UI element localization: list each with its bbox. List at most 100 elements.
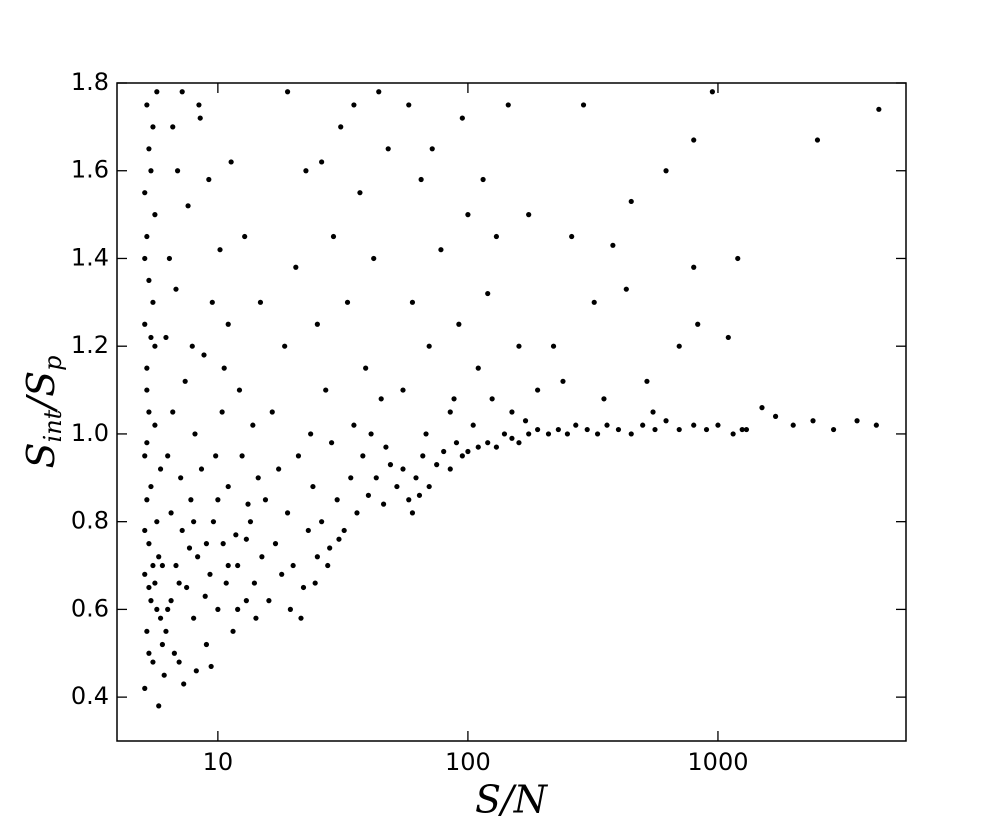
point xyxy=(725,334,731,341)
point xyxy=(628,198,634,205)
point xyxy=(325,562,331,569)
point xyxy=(516,343,522,349)
point xyxy=(163,334,169,341)
point xyxy=(146,146,152,152)
point xyxy=(416,492,423,498)
point xyxy=(179,527,185,534)
point xyxy=(250,422,256,428)
point xyxy=(739,426,745,433)
point xyxy=(193,668,199,674)
point xyxy=(338,124,344,130)
point xyxy=(176,659,182,665)
point xyxy=(295,453,302,459)
point xyxy=(165,453,171,459)
y-tick-label: 0.6 xyxy=(71,594,109,622)
point xyxy=(676,426,682,433)
point xyxy=(192,431,198,437)
point xyxy=(854,418,860,424)
point xyxy=(447,409,453,415)
point xyxy=(493,444,500,450)
point xyxy=(146,650,152,656)
point xyxy=(168,598,174,604)
point xyxy=(170,409,176,415)
point xyxy=(228,159,234,165)
point xyxy=(182,378,188,384)
point xyxy=(334,497,340,503)
point xyxy=(360,453,366,459)
point xyxy=(373,475,379,481)
point xyxy=(365,492,372,498)
point xyxy=(644,378,650,384)
point xyxy=(255,475,261,481)
point xyxy=(535,426,541,433)
point xyxy=(207,571,213,577)
point xyxy=(406,102,412,108)
point xyxy=(584,426,590,433)
point xyxy=(323,387,329,393)
point xyxy=(189,343,195,349)
point xyxy=(188,497,194,503)
point xyxy=(465,212,471,218)
point xyxy=(591,299,597,305)
point xyxy=(154,89,160,95)
point xyxy=(142,255,148,262)
point xyxy=(330,233,337,240)
point xyxy=(269,409,275,415)
point xyxy=(142,571,148,577)
point xyxy=(290,562,296,569)
point xyxy=(676,343,682,349)
point xyxy=(220,541,226,547)
point xyxy=(759,405,765,411)
point xyxy=(438,247,444,253)
point xyxy=(526,431,532,437)
point xyxy=(376,89,382,95)
x-tick-label: 1000 xyxy=(687,748,748,776)
point xyxy=(150,124,156,130)
point xyxy=(170,124,176,130)
point xyxy=(154,519,160,525)
point xyxy=(420,453,426,459)
point xyxy=(245,501,251,507)
point xyxy=(354,510,360,516)
point xyxy=(213,453,219,459)
point xyxy=(157,466,164,472)
point xyxy=(465,448,471,455)
point xyxy=(154,606,160,613)
point xyxy=(148,168,154,174)
point xyxy=(184,584,190,591)
point xyxy=(610,242,616,248)
point xyxy=(319,519,325,525)
point xyxy=(191,519,197,525)
point xyxy=(314,554,320,560)
point xyxy=(691,137,697,143)
point xyxy=(441,448,447,455)
point xyxy=(203,641,210,648)
point xyxy=(569,233,575,240)
point xyxy=(181,681,187,687)
point xyxy=(165,606,171,613)
point xyxy=(146,584,152,591)
point xyxy=(148,483,154,490)
point xyxy=(409,299,416,305)
point xyxy=(242,233,248,240)
point xyxy=(336,536,342,542)
point xyxy=(146,409,152,415)
point xyxy=(555,426,561,433)
point xyxy=(314,321,320,327)
point xyxy=(287,606,293,613)
point xyxy=(790,422,796,428)
point xyxy=(418,176,424,183)
points xyxy=(142,89,882,709)
point xyxy=(223,580,229,586)
point xyxy=(429,146,435,152)
point xyxy=(247,519,254,525)
point xyxy=(385,146,391,152)
point xyxy=(594,431,601,437)
point xyxy=(243,598,249,604)
point xyxy=(328,440,335,446)
point xyxy=(173,286,179,292)
point xyxy=(215,497,221,503)
point xyxy=(493,233,500,240)
point xyxy=(876,106,882,112)
